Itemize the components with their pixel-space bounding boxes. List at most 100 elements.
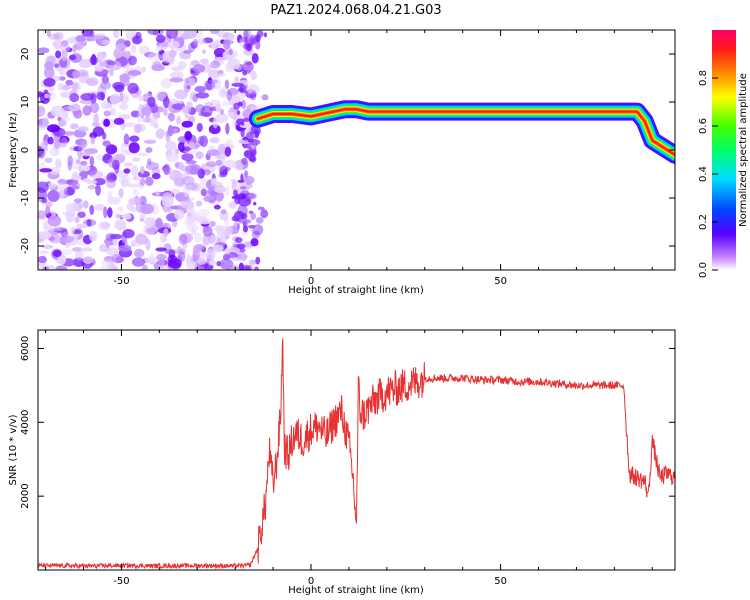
noise-blob xyxy=(78,60,92,69)
noise-blob xyxy=(180,200,188,207)
x-tick-label: 50 xyxy=(494,276,507,287)
noise-blob xyxy=(234,76,240,83)
noise-blob xyxy=(210,178,216,187)
snr-x-ticks: -50 0 50 xyxy=(45,330,653,587)
noise-blob xyxy=(101,75,109,84)
noise-blob xyxy=(147,158,152,166)
noise-blob xyxy=(246,84,260,95)
noise-blob xyxy=(181,146,192,151)
noise-blob xyxy=(231,179,237,191)
noise-blob xyxy=(224,248,230,255)
noise-blob xyxy=(45,206,51,218)
noise-blob xyxy=(75,249,84,261)
noise-blob xyxy=(80,160,88,166)
noise-blob xyxy=(72,257,86,268)
noise-blob xyxy=(222,32,235,41)
snr-frame xyxy=(37,329,676,571)
noise-blob xyxy=(207,145,216,151)
noise-blob xyxy=(39,168,53,173)
noise-blob xyxy=(181,105,189,115)
noise-blob xyxy=(145,238,151,251)
noise-blob xyxy=(198,112,212,117)
noise-blob xyxy=(241,157,248,165)
noise-blob xyxy=(147,30,161,36)
noise-blob xyxy=(98,53,106,60)
noise-blob xyxy=(215,103,222,113)
noise-blob xyxy=(149,116,158,127)
noise-blob xyxy=(38,250,50,255)
noise-blob xyxy=(38,255,47,264)
colorbar-label: Normalized spectral amplitude xyxy=(738,73,749,227)
noise-blob xyxy=(59,179,74,185)
noise-blob xyxy=(60,235,75,243)
noise-blob xyxy=(82,165,91,172)
noise-blob xyxy=(115,38,127,51)
noise-blob xyxy=(224,79,230,90)
noise-blob xyxy=(184,112,190,119)
noise-blob xyxy=(167,124,174,137)
noise-blob xyxy=(242,225,249,233)
noise-blob xyxy=(130,44,137,54)
noise-blob xyxy=(239,186,247,190)
noise-blob xyxy=(123,168,131,174)
noise-blob xyxy=(68,103,81,112)
noise-blob xyxy=(118,175,132,185)
noise-blob xyxy=(256,30,264,38)
x-tick-label: -50 xyxy=(113,276,129,287)
noise-blob xyxy=(119,102,128,111)
noise-blob xyxy=(227,58,241,70)
figure-title: PAZ1.2024.068.04.21.G03 xyxy=(270,3,441,18)
noise-blob xyxy=(167,258,182,269)
noise-blob xyxy=(80,140,88,149)
noise-blob xyxy=(73,198,83,204)
noise-blob xyxy=(73,108,83,119)
noise-blob xyxy=(128,142,140,154)
noise-blob xyxy=(135,233,148,245)
noise-blob xyxy=(46,30,51,37)
noise-blob xyxy=(38,210,47,219)
noise-blob xyxy=(165,140,177,152)
noise-blob xyxy=(58,68,64,76)
colorbar: 0.0 0.2 0.4 0.6 0.8 Normalized spectral ampl… xyxy=(698,30,749,278)
colorbar-tick-label: 0.6 xyxy=(698,118,709,134)
noise-blob xyxy=(248,210,254,214)
noise-blob xyxy=(188,141,196,149)
noise-blob xyxy=(75,35,86,43)
noise-blob xyxy=(253,201,257,206)
noise-blob xyxy=(236,222,241,230)
noise-blob xyxy=(38,105,46,117)
noise-blob xyxy=(185,160,197,165)
noise-blob xyxy=(38,262,43,269)
noise-blob xyxy=(141,106,152,116)
noise-blob xyxy=(168,112,175,122)
noise-blob xyxy=(78,144,86,152)
x-tick-label: 0 xyxy=(308,576,314,587)
noise-blob xyxy=(48,236,55,241)
noise-blob xyxy=(170,71,184,80)
spectrogram-y-ticks: -20 -10 0 10 20 xyxy=(20,48,675,254)
noise-blob xyxy=(251,230,261,239)
noise-blob xyxy=(240,121,245,126)
noise-blob xyxy=(210,60,221,69)
noise-blob xyxy=(103,206,108,219)
noise-blob xyxy=(178,234,188,245)
noise-blob xyxy=(261,94,269,101)
noise-blob xyxy=(43,67,55,79)
noise-blob xyxy=(99,81,112,90)
noise-blob xyxy=(113,117,125,125)
noise-blob xyxy=(145,227,157,235)
noise-blob xyxy=(133,123,142,134)
noise-blob xyxy=(222,253,231,261)
noise-blob xyxy=(80,247,93,252)
noise-blob xyxy=(183,78,190,83)
noise-blob xyxy=(229,144,235,149)
noise-blob xyxy=(215,190,224,203)
noise-blob xyxy=(214,113,228,124)
noise-blob xyxy=(222,39,231,50)
noise-blob xyxy=(40,140,49,151)
x-tick-label: -50 xyxy=(113,576,129,587)
noise-blob xyxy=(145,147,153,153)
noise-blob xyxy=(140,203,155,215)
noise-blob xyxy=(183,81,191,93)
noise-blob xyxy=(208,79,219,84)
